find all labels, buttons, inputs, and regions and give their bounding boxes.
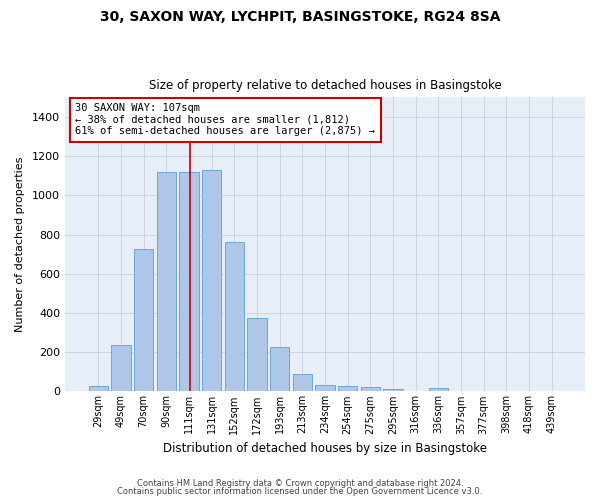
Text: 30 SAXON WAY: 107sqm
← 38% of detached houses are smaller (1,812)
61% of semi-de: 30 SAXON WAY: 107sqm ← 38% of detached h… [76, 103, 376, 136]
Text: Contains HM Land Registry data © Crown copyright and database right 2024.: Contains HM Land Registry data © Crown c… [137, 478, 463, 488]
Bar [338, 386, 357, 392]
Title: Size of property relative to detached houses in Basingstoke: Size of property relative to detached ho… [149, 79, 502, 92]
Bar [111, 346, 131, 392]
X-axis label: Distribution of detached houses by size in Basingstoke: Distribution of detached houses by size … [163, 442, 487, 455]
Bar [247, 318, 266, 392]
Bar [316, 384, 335, 392]
Bar [224, 242, 244, 392]
Bar [157, 172, 176, 392]
Bar [202, 170, 221, 392]
Bar [429, 388, 448, 392]
Bar [270, 348, 289, 392]
Bar [383, 389, 403, 392]
Bar [179, 172, 199, 392]
Text: 30, SAXON WAY, LYCHPIT, BASINGSTOKE, RG24 8SA: 30, SAXON WAY, LYCHPIT, BASINGSTOKE, RG2… [100, 10, 500, 24]
Bar [134, 250, 153, 392]
Y-axis label: Number of detached properties: Number of detached properties [15, 156, 25, 332]
Bar [361, 388, 380, 392]
Bar [89, 386, 108, 392]
Bar [293, 374, 312, 392]
Text: Contains public sector information licensed under the Open Government Licence v3: Contains public sector information licen… [118, 487, 482, 496]
